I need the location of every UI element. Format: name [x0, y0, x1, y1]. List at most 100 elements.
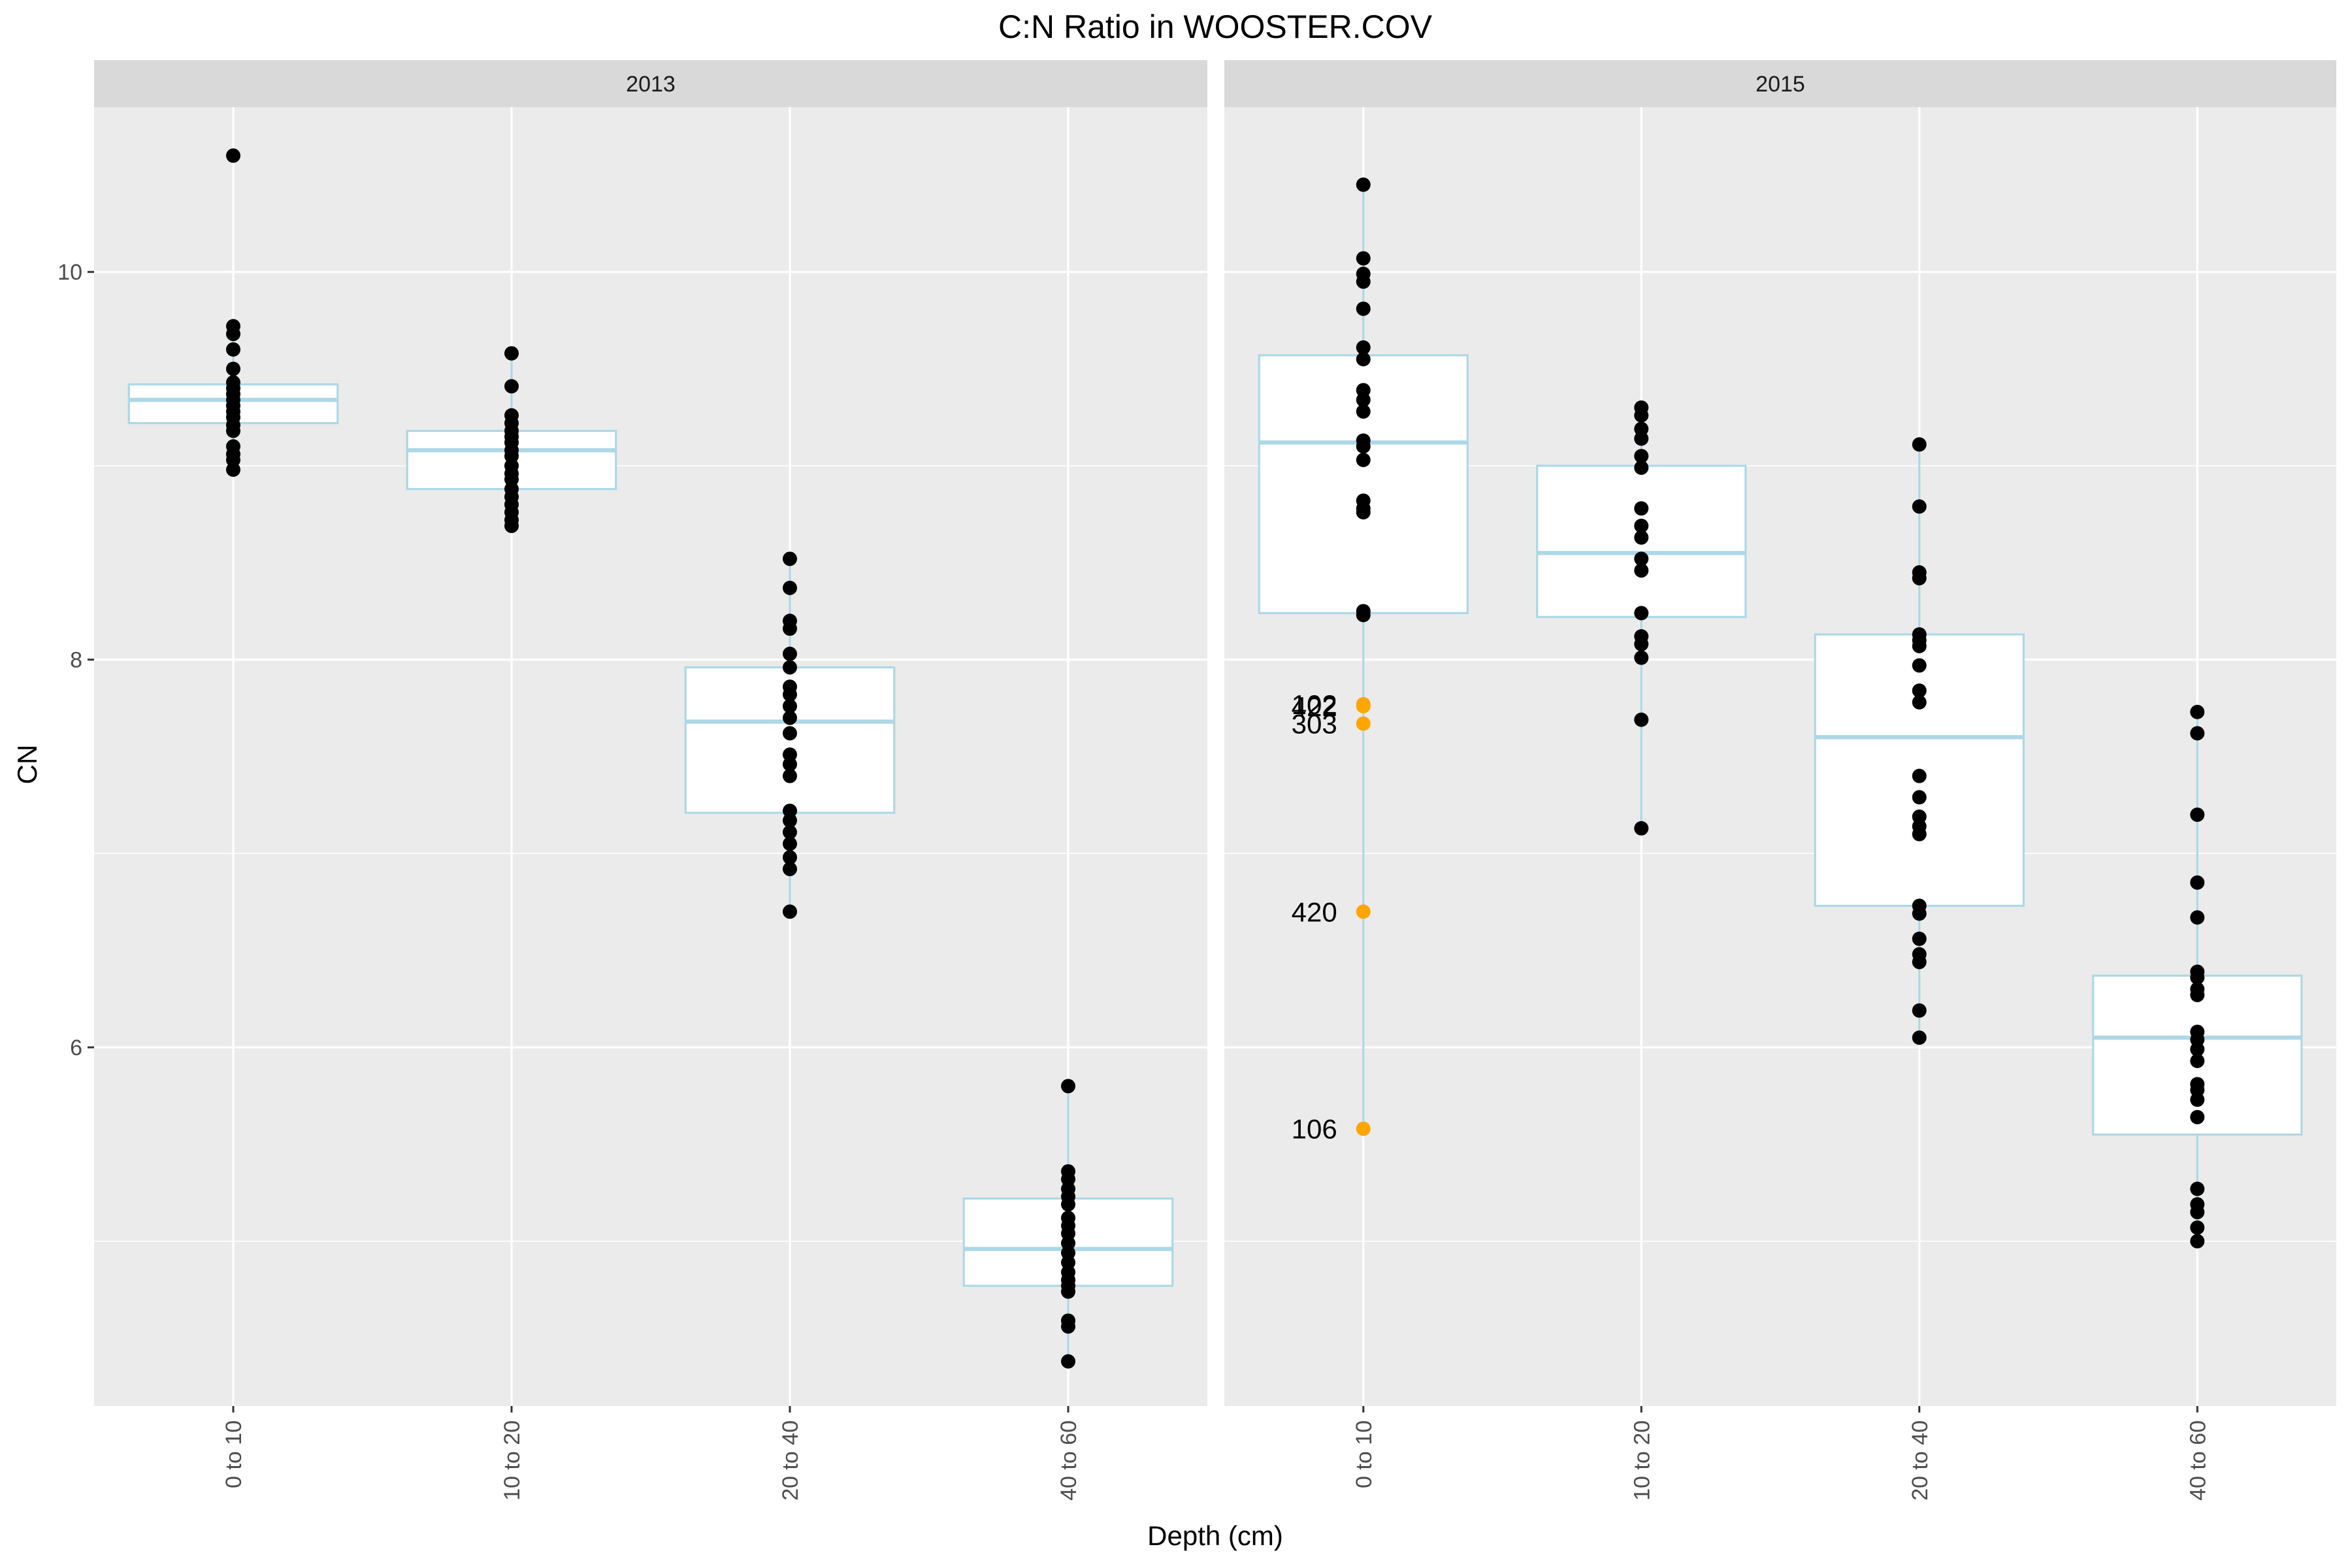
data-point: [1634, 460, 1649, 475]
data-point: [1356, 439, 1371, 454]
data-point: [1356, 393, 1371, 408]
data-point: [1912, 955, 1927, 970]
x-tick-label: 20 to 40: [778, 1420, 803, 1501]
box-0-to-10: [127, 148, 339, 477]
data-point: [2190, 1109, 2205, 1124]
data-point: [2190, 1205, 2205, 1220]
data-point: [783, 726, 797, 741]
y-axis-title: CN: [12, 745, 42, 785]
data-point: [2190, 726, 2205, 741]
outlier-label: 422: [1292, 691, 1337, 722]
outlier-label: 106: [1292, 1114, 1337, 1145]
data-point: [1356, 301, 1371, 316]
data-point: [783, 768, 797, 783]
data-point: [783, 551, 797, 566]
data-point: [783, 621, 797, 636]
data-point: [1912, 694, 1927, 710]
facet-strip-label: 2013: [626, 72, 676, 97]
data-point: [783, 710, 797, 725]
data-point: [504, 379, 519, 394]
data-point: [1912, 638, 1927, 653]
data-point: [1634, 712, 1649, 727]
data-point: [783, 687, 797, 702]
data-point: [1356, 453, 1371, 468]
data-point: [1634, 449, 1649, 464]
data-point: [1912, 906, 1927, 921]
outlier-point: [1356, 716, 1371, 731]
data-point: [1356, 505, 1371, 520]
data-point: [1061, 1319, 1075, 1334]
data-point: [1061, 1284, 1075, 1299]
data-point: [1634, 650, 1649, 665]
data-point: [1912, 768, 1927, 783]
data-point: [1634, 518, 1649, 533]
data-point: [1912, 1003, 1927, 1018]
data-point: [1356, 177, 1371, 192]
x-tick-label: 0 to 10: [221, 1420, 246, 1488]
data-point: [2190, 875, 2205, 890]
data-point: [504, 346, 519, 361]
data-point: [1634, 821, 1649, 836]
data-point: [1634, 606, 1649, 621]
data-point: [1356, 404, 1371, 419]
data-point: [1912, 931, 1927, 946]
data-point: [1634, 501, 1649, 516]
data-point: [783, 850, 797, 865]
outlier-label: 102: [1292, 689, 1337, 720]
data-point: [1912, 1030, 1927, 1045]
data-point: [226, 462, 240, 477]
data-point: [1634, 551, 1649, 566]
data-point: [1912, 437, 1927, 452]
box-40-to-60: [962, 1079, 1174, 1369]
facet-panel-2013: 2013 0 to 10 10 to 20 20 to 40 40 to 60: [94, 60, 1207, 1501]
data-point: [1912, 826, 1927, 841]
x-axis-title: Depth (cm): [1147, 1520, 1283, 1551]
data-point: [783, 836, 797, 851]
data-point: [2190, 970, 2205, 985]
data-point: [2190, 1042, 2205, 1057]
data-point: [2190, 808, 2205, 823]
box-10-to-20: [406, 346, 617, 533]
data-point: [1061, 1354, 1075, 1369]
box-40-to-60: [2092, 704, 2303, 1249]
data-point: [2190, 1220, 2205, 1235]
data-point: [226, 327, 240, 342]
x-tick-label: 10 to 20: [1629, 1420, 1654, 1501]
data-point: [226, 423, 240, 438]
data-point: [1356, 274, 1371, 289]
data-point: [1912, 790, 1927, 805]
y-tick-label: 6: [70, 1036, 82, 1060]
y-tick-label: 8: [70, 648, 82, 673]
outlier-point: [1356, 904, 1371, 919]
data-point: [1634, 530, 1649, 545]
box-10-to-20: [1536, 400, 1747, 836]
data-point: [1356, 608, 1371, 623]
box-20-to-40: [684, 551, 896, 919]
data-point: [783, 904, 797, 919]
facet-strip-label: 2015: [1756, 72, 1805, 97]
data-point: [1634, 408, 1649, 423]
data-point: [1912, 658, 1927, 673]
x-tick-label: 20 to 40: [1908, 1420, 1933, 1501]
outlier-point: [1356, 698, 1371, 713]
data-point: [226, 361, 240, 376]
x-tick-label: 10 to 20: [500, 1420, 525, 1501]
data-point: [1356, 351, 1371, 367]
data-point: [226, 342, 240, 357]
facet-strip: [1224, 60, 2336, 107]
data-point: [783, 698, 797, 713]
data-point: [2190, 1233, 2205, 1249]
outlier-label: 420: [1292, 896, 1337, 927]
panel-background: [1224, 107, 2336, 1406]
x-tick-label: 40 to 60: [1056, 1420, 1081, 1501]
data-point: [1634, 636, 1649, 651]
data-point: [1634, 431, 1649, 446]
data-point: [1912, 683, 1927, 698]
panel-background: [94, 107, 1207, 1406]
data-point: [2190, 1181, 2205, 1196]
data-point: [2190, 987, 2205, 1002]
data-point: [226, 148, 240, 163]
